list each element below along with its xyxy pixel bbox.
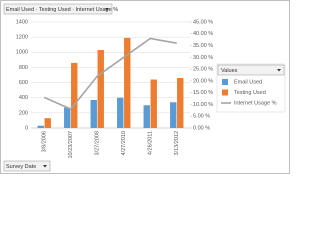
field-button-label: Email Used · Testing Used · Internet Usa… (6, 7, 118, 13)
dropdown-arrow (43, 165, 47, 168)
bar (71, 62, 78, 129)
bar (177, 78, 184, 128)
bar (64, 107, 71, 128)
y2-tick-label: 30.00 % (193, 55, 213, 61)
y-tick-label: 1400 (16, 19, 28, 25)
legend-label: Email Used (234, 79, 262, 85)
field-button[interactable] (3, 3, 113, 15)
bar (44, 118, 51, 128)
y2-tick-label: 20.00 % (193, 78, 213, 84)
x-tick-label: 3/13/2012 (174, 131, 180, 155)
legend-swatch (222, 79, 228, 85)
bar (170, 102, 177, 128)
x-tick-label: 3/27/2008 (95, 131, 101, 155)
y-tick-label: 400 (19, 95, 28, 101)
y2-tick-label: 25.00 % (193, 67, 213, 73)
y-tick-label: 800 (19, 65, 28, 71)
axis-field-button-label: Survey Date (6, 164, 36, 170)
x-tick-label: 4/27/2010 (121, 131, 127, 155)
y-tick-label: 200 (19, 110, 28, 116)
dropdown-arrow (105, 8, 109, 11)
legend-field-button[interactable] (217, 64, 285, 76)
bar (37, 125, 44, 128)
bar (117, 97, 124, 128)
bar (90, 99, 97, 128)
chart: Email Used · Testing Used · Internet Usa… (0, 0, 290, 174)
bar (124, 37, 131, 128)
y2-tick-label: 45.00 % (193, 19, 213, 25)
y-tick-label: 1000 (16, 50, 28, 56)
legend-swatch (222, 89, 228, 96)
y-tick-label: 1200 (16, 35, 28, 41)
legend-label: Internet Usage % (234, 100, 277, 106)
bar (150, 79, 157, 128)
y2-tick-label: 35.00 % (193, 43, 213, 49)
bar (143, 105, 150, 128)
legend-title: Values (221, 68, 238, 74)
bar (97, 50, 104, 129)
dropdown-arrow (277, 69, 281, 72)
axis-field-button[interactable] (3, 160, 51, 172)
y2-tick-label: 10.00 % (193, 102, 213, 108)
x-tick-label: 3/8/2006 (42, 131, 48, 152)
y2-tick-label: 15.00 % (193, 90, 213, 96)
y2-tick-label: 5.00 % (193, 114, 210, 120)
x-tick-label: 10/23/2007 (68, 131, 74, 159)
y2-tick-label: 0.00 % (193, 125, 210, 131)
y-tick-label: 0 (25, 125, 28, 131)
line (43, 37, 177, 111)
y-tick-label: 600 (19, 80, 28, 86)
legend-label: Testing Used (234, 90, 266, 96)
y2-tick-label: 40.00 % (193, 31, 213, 37)
x-tick-label: 4/26/2011 (148, 131, 154, 155)
